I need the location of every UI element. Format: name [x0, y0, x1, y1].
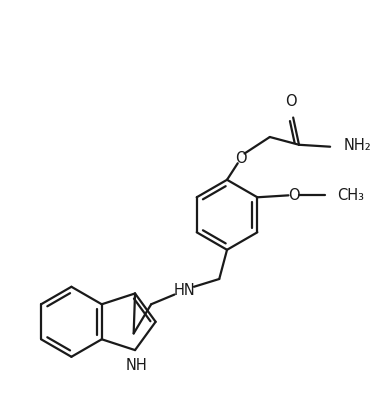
Text: O: O [235, 151, 247, 166]
Text: O: O [288, 188, 300, 203]
Text: HN: HN [173, 283, 195, 298]
Text: O: O [285, 94, 297, 109]
Text: NH₂: NH₂ [344, 138, 371, 153]
Text: CH₃: CH₃ [337, 188, 364, 203]
Text: NH: NH [126, 358, 148, 373]
